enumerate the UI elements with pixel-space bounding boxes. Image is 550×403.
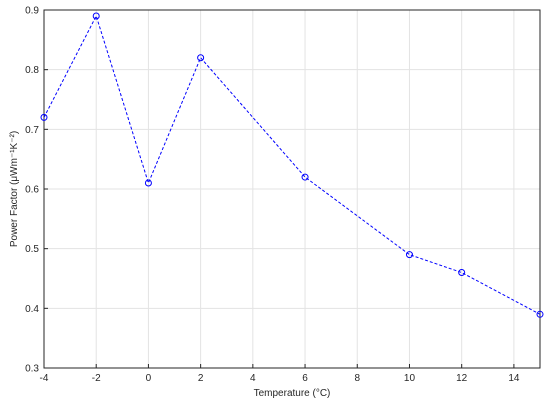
data-point — [301, 173, 309, 181]
data-point — [458, 269, 466, 277]
x-tick-label: 0 — [146, 373, 152, 384]
x-tick-label: 4 — [250, 373, 256, 384]
y-tick-label: 0.8 — [25, 65, 39, 76]
y-tick-label: 0.4 — [25, 304, 39, 315]
series-line — [43, 14, 541, 315]
x-tick-label: 2 — [198, 373, 204, 384]
y-tick-label: 0.3 — [25, 364, 39, 375]
data-point — [40, 113, 48, 121]
y-tick-label: 0.6 — [25, 185, 39, 196]
x-axis: -4 -2 0 2 4 6 8 10 12 14 — [40, 364, 520, 384]
series-markers — [40, 12, 544, 318]
x-tick-label: 12 — [456, 373, 468, 384]
data-point — [536, 310, 544, 318]
data-point — [144, 179, 152, 187]
x-tick-label: 8 — [354, 373, 360, 384]
data-point — [197, 54, 205, 62]
x-tick-label: 14 — [508, 373, 520, 384]
data-point — [405, 251, 413, 259]
y-tick-label: 0.7 — [25, 125, 39, 136]
y-axis: 0.3 0.4 0.5 0.6 0.7 0.8 0.9 — [25, 6, 48, 375]
x-tick-label: -2 — [92, 373, 101, 384]
x-tick-label: 10 — [404, 373, 416, 384]
data-point — [92, 12, 100, 20]
x-tick-label: -4 — [40, 373, 49, 384]
x-axis-label: Temperature (°C) — [254, 388, 331, 399]
y-tick-label: 0.9 — [25, 6, 39, 17]
y-axis-label: Power Factor (μWm⁻¹K⁻²) — [9, 131, 20, 247]
x-tick-label: 6 — [302, 373, 308, 384]
grid — [43, 9, 540, 369]
y-tick-label: 0.5 — [25, 244, 39, 255]
